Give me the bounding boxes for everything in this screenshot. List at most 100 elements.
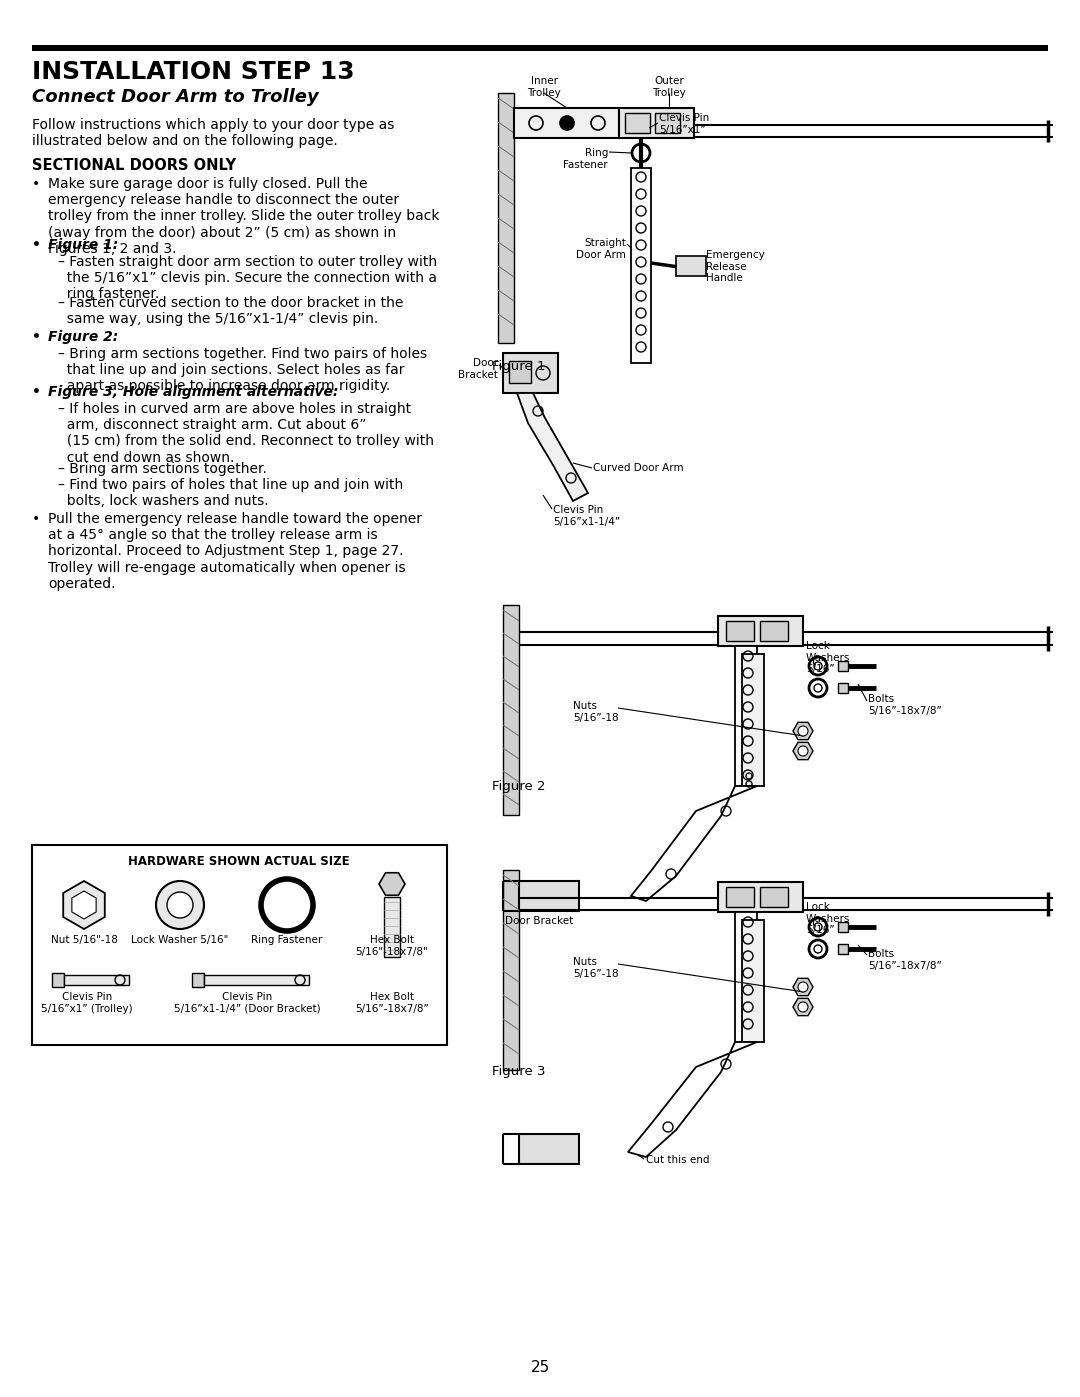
Bar (200, 901, 208, 909)
Circle shape (798, 746, 808, 756)
Text: Lock
Washers
5/16”: Lock Washers 5/16” (806, 902, 850, 935)
Text: Emergency
Release
Handle: Emergency Release Handle (706, 250, 765, 284)
Bar (503, 870, 519, 1070)
Text: Clevis Pin
5/16”x1-1/4” (Door Bracket): Clevis Pin 5/16”x1-1/4” (Door Bracket) (174, 992, 321, 1014)
Text: HARDWARE SHOWN ACTUAL SIZE: HARDWARE SHOWN ACTUAL SIZE (129, 855, 350, 868)
Circle shape (798, 1002, 808, 1011)
Text: Hex Bolt
5/16”-18x7/8”: Hex Bolt 5/16”-18x7/8” (355, 992, 429, 1014)
Text: •: • (32, 511, 40, 527)
Bar (204, 975, 309, 985)
Text: – Find two pairs of holes that line up and join with
  bolts, lock washers and n: – Find two pairs of holes that line up a… (58, 478, 403, 509)
Text: Figure 2:: Figure 2: (48, 330, 118, 344)
Text: •: • (32, 177, 40, 191)
Text: Nuts
5/16”-18: Nuts 5/16”-18 (573, 957, 619, 979)
Bar (742, 654, 764, 787)
Text: – If holes in curved arm are above holes in straight
  arm, disconnect straight : – If holes in curved arm are above holes… (58, 402, 434, 465)
Polygon shape (793, 999, 813, 1016)
Text: Hex Bolt
5/16"-18x7/8": Hex Bolt 5/16"-18x7/8" (355, 935, 429, 957)
Bar (503, 605, 519, 814)
Bar (64, 975, 129, 985)
Text: •: • (32, 386, 41, 400)
Text: Door
Bracket: Door Bracket (458, 358, 498, 380)
Text: Cut this end: Cut this end (646, 1155, 710, 1165)
Bar (32, 845, 447, 1045)
Bar (631, 168, 651, 363)
Text: SECTIONAL DOORS ONLY: SECTIONAL DOORS ONLY (32, 158, 237, 173)
Text: Make sure garage door is fully closed. Pull the
emergency release handle to disc: Make sure garage door is fully closed. P… (48, 177, 440, 256)
Polygon shape (627, 1042, 757, 1157)
Text: Connect Door Arm to Trolley: Connect Door Arm to Trolley (32, 88, 319, 106)
Polygon shape (793, 742, 813, 760)
Text: Figure 3, Hole alignment alternative:: Figure 3, Hole alignment alternative: (48, 386, 338, 400)
Circle shape (167, 893, 193, 918)
Text: Ring
Fastener: Ring Fastener (564, 148, 608, 169)
Bar (625, 113, 650, 133)
Text: Lock
Washers
5/16”: Lock Washers 5/16” (806, 641, 850, 675)
Bar (503, 353, 558, 393)
Text: 25: 25 (530, 1361, 550, 1375)
Polygon shape (631, 787, 757, 901)
Bar (726, 622, 754, 641)
Text: Curved Door Arm: Curved Door Arm (593, 462, 684, 474)
Text: Ring Fastener: Ring Fastener (252, 935, 323, 944)
Bar (726, 887, 754, 907)
Bar (718, 616, 804, 645)
Text: Clevis Pin
5/16”x1” (Trolley): Clevis Pin 5/16”x1” (Trolley) (41, 992, 133, 1014)
Text: INSTALLATION STEP 13: INSTALLATION STEP 13 (32, 60, 354, 84)
Text: Bolts
5/16”-18x7/8”: Bolts 5/16”-18x7/8” (868, 694, 942, 715)
Circle shape (798, 982, 808, 992)
Bar (760, 887, 788, 907)
Text: Clevis Pin
5/16”x1”: Clevis Pin 5/16”x1” (659, 113, 710, 134)
Circle shape (156, 882, 204, 929)
Text: Figure 1:: Figure 1: (48, 237, 118, 251)
Polygon shape (64, 882, 105, 929)
Bar (519, 1134, 579, 1164)
Text: Door Bracket: Door Bracket (504, 916, 573, 926)
Text: Follow instructions which apply to your door type as
illustrated below and on th: Follow instructions which apply to your … (32, 117, 394, 148)
Text: Figure 2: Figure 2 (492, 780, 545, 793)
Text: Straight
Door Arm: Straight Door Arm (576, 237, 626, 260)
Text: Nut 5/16"-18: Nut 5/16"-18 (51, 935, 118, 944)
Text: – Bring arm sections together. Find two pairs of holes
  that line up and join s: – Bring arm sections together. Find two … (58, 346, 427, 394)
Polygon shape (517, 393, 588, 502)
Bar (838, 661, 848, 671)
Polygon shape (72, 891, 96, 919)
Text: Inner
Trolley: Inner Trolley (527, 75, 561, 98)
Text: Bolts
5/16”-18x7/8”: Bolts 5/16”-18x7/8” (868, 949, 942, 971)
Bar (32, 45, 1048, 52)
Bar (718, 882, 804, 912)
Bar (676, 256, 706, 277)
Bar (514, 108, 619, 138)
Text: Figure 3: Figure 3 (492, 1065, 545, 1078)
Bar (838, 683, 848, 693)
Bar (735, 645, 757, 787)
Text: Figure 1: Figure 1 (492, 360, 545, 373)
Text: Outer
Trolley: Outer Trolley (652, 75, 686, 98)
Text: Clevis Pin
5/16”x1-1/4”: Clevis Pin 5/16”x1-1/4” (553, 504, 620, 527)
Bar (838, 922, 848, 932)
Text: Lock Washer 5/16": Lock Washer 5/16" (132, 935, 229, 944)
Polygon shape (793, 722, 813, 739)
Bar (309, 900, 318, 911)
Text: – Fasten straight door arm section to outer trolley with
  the 5/16”x1” clevis p: – Fasten straight door arm section to ou… (58, 256, 437, 302)
Bar (192, 972, 204, 988)
Circle shape (561, 116, 573, 130)
Text: Pull the emergency release handle toward the opener
at a 45° angle so that the t: Pull the emergency release handle toward… (48, 511, 422, 591)
Circle shape (798, 726, 808, 736)
Bar (52, 972, 64, 988)
Bar (654, 113, 680, 133)
Bar (838, 944, 848, 954)
Bar (742, 921, 764, 1042)
Bar (498, 94, 514, 344)
Text: •: • (32, 330, 41, 344)
Polygon shape (793, 978, 813, 996)
Bar (619, 108, 694, 138)
Circle shape (273, 891, 301, 919)
Bar (760, 622, 788, 641)
Bar (735, 912, 757, 1042)
Bar (519, 882, 579, 911)
Text: – Fasten curved section to the door bracket in the
  same way, using the 5/16”x1: – Fasten curved section to the door brac… (58, 296, 403, 327)
Text: – Bring arm sections together.: – Bring arm sections together. (58, 462, 267, 476)
Polygon shape (379, 873, 405, 895)
Bar (509, 360, 531, 383)
